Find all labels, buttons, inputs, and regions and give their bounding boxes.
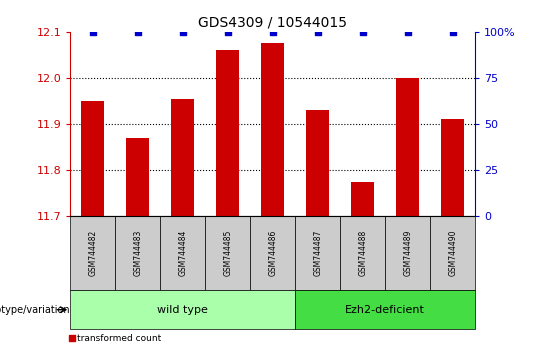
Text: GSM744490: GSM744490 [448,230,457,276]
Bar [205,216,250,290]
Title: GDS4309 / 10544015: GDS4309 / 10544015 [198,15,347,29]
Point [359,29,367,35]
Point [178,29,187,35]
Text: GSM744482: GSM744482 [88,230,97,276]
Text: Ezh2-deficient: Ezh2-deficient [345,305,425,315]
Text: wild type: wild type [157,305,208,315]
Text: GSM744485: GSM744485 [223,230,232,276]
Bar [217,50,239,216]
Bar [70,290,295,329]
Bar [172,99,194,216]
Bar [442,120,464,216]
Point [268,29,277,35]
Text: GSM744489: GSM744489 [403,230,412,276]
Text: GSM744487: GSM744487 [313,230,322,276]
Bar [160,216,205,290]
Point [133,29,142,35]
Bar [115,216,160,290]
Point [224,29,232,35]
Bar [352,182,374,216]
Bar [295,216,340,290]
Text: GSM744483: GSM744483 [133,230,142,276]
Bar [82,101,104,216]
Text: transformed count: transformed count [77,334,161,343]
Bar [430,216,475,290]
Point [89,29,97,35]
Bar [295,290,475,329]
Bar [70,216,115,290]
Point [68,336,77,341]
Bar [250,216,295,290]
Text: genotype/variation: genotype/variation [0,305,70,315]
Bar [126,138,149,216]
Bar [340,216,385,290]
Text: GSM744486: GSM744486 [268,230,277,276]
Text: GSM744488: GSM744488 [358,230,367,276]
Point [313,29,322,35]
Point [403,29,412,35]
Text: GSM744484: GSM744484 [178,230,187,276]
Bar [385,216,430,290]
Point [448,29,457,35]
Bar [261,44,284,216]
Bar [396,78,419,216]
Bar [307,110,329,216]
